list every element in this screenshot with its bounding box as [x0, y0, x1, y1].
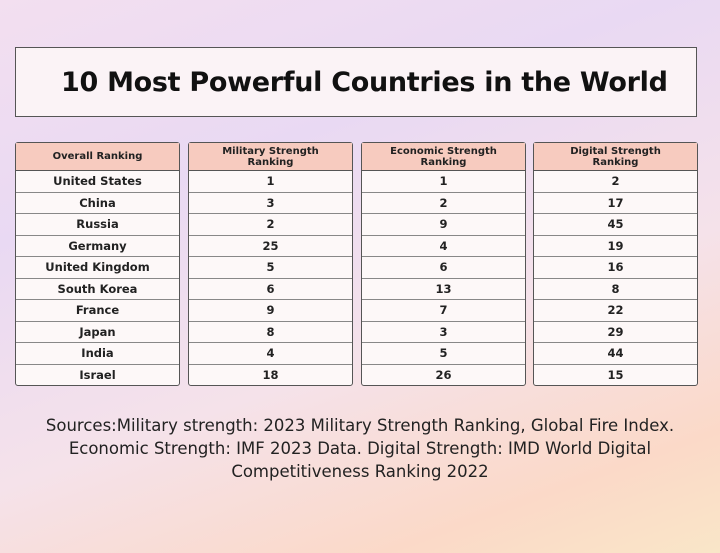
table-cell: 5 — [189, 257, 352, 279]
table-cell: Israel — [79, 367, 116, 382]
table-cell: 9 — [189, 300, 352, 322]
table-cell: Germany — [16, 236, 179, 257]
table-cell: United States — [16, 171, 179, 193]
title: 10 Most Powerful Countries in the World — [61, 66, 668, 98]
table-cell: 18 — [262, 367, 279, 382]
table-cell: 25 — [189, 236, 352, 257]
table-cell: 26 — [435, 367, 452, 382]
column-header: Military Strength Ranking — [189, 143, 352, 171]
table-cell: 13 — [362, 279, 525, 300]
table-cell: 45 — [534, 214, 697, 236]
table-cell: 17 — [534, 193, 697, 214]
table-cell: 2 — [189, 214, 352, 236]
table-cell: 9 — [362, 214, 525, 236]
table-cell: 2 — [362, 193, 525, 214]
table-cell: 1 — [362, 171, 525, 193]
title-box: 10 Most Powerful Countries in the World — [15, 47, 697, 117]
table-cell: 16 — [534, 257, 697, 279]
table-cell: 1 — [189, 171, 352, 193]
table-cell: Russia — [16, 214, 179, 236]
table-cell: 3 — [189, 193, 352, 214]
table-cell: 8 — [534, 279, 697, 300]
table-cell: India — [16, 343, 179, 365]
table-cell: France — [16, 300, 179, 322]
table-cell: 3 — [362, 322, 525, 343]
table-cell: 7 — [362, 300, 525, 322]
table-cell: 5 — [362, 343, 525, 365]
table-cell: United Kingdom — [16, 257, 179, 279]
table-cell: 6 — [189, 279, 352, 300]
table-column: Economic Strength Ranking 1 2 9 4 6 13 7 3 5 26 — [361, 142, 526, 386]
table-column: Digital Strength Ranking 2 17 45 19 16 8 22 29 44… — [533, 142, 698, 386]
table-cell: Japan — [16, 322, 179, 343]
column-header: Digital Strength Ranking — [534, 143, 697, 171]
table-cell: 44 — [534, 343, 697, 365]
table-cell: 22 — [534, 300, 697, 322]
sources: Sources:Military strength: 2023 Military… — [45, 416, 675, 481]
table-cell: 2 — [534, 171, 697, 193]
table-cell: 4 — [362, 236, 525, 257]
column-header: Overall Ranking — [16, 143, 179, 171]
column-header: Economic Strength Ranking — [362, 143, 525, 171]
table-cell: 29 — [534, 322, 697, 343]
table-cell: 15 — [607, 367, 624, 382]
table-column: Military Strength Ranking 1 3 2 25 5 6 9 8 4 18 — [188, 142, 353, 386]
table-cell: South Korea — [16, 279, 179, 300]
table-cell: 8 — [189, 322, 352, 343]
table-cell: China — [16, 193, 179, 214]
table-column: Overall Ranking United States China Russia G… — [15, 142, 180, 386]
table-cell: 4 — [189, 343, 352, 365]
table-cell: 19 — [534, 236, 697, 257]
table-cell: 6 — [362, 257, 525, 279]
